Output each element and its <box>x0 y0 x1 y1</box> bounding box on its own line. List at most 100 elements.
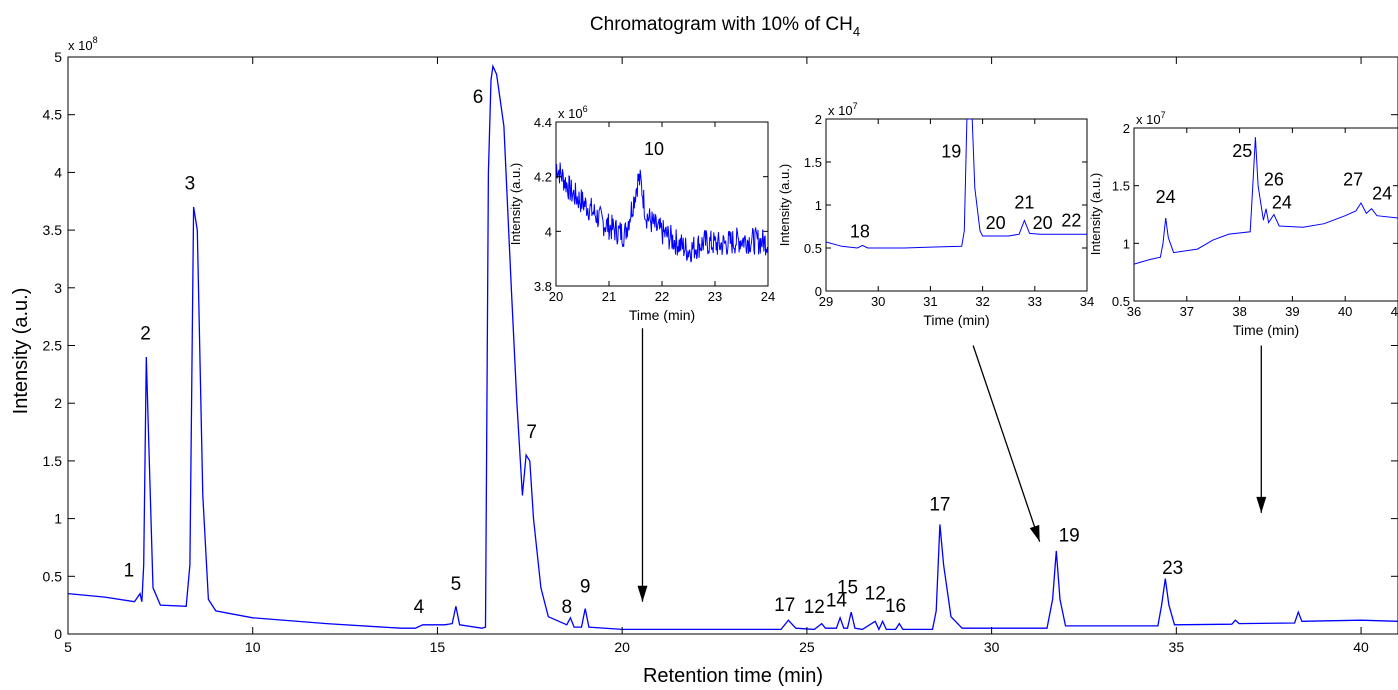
inset-x-tick-label: 41 <box>1391 304 1398 319</box>
peak-label: 14 <box>826 590 848 611</box>
inset-x-tick-label: 31 <box>923 294 937 309</box>
x-tick-label: 5 <box>64 639 72 655</box>
inset-y-tick-label: 1.5 <box>804 155 822 170</box>
y-tick-label: 4.5 <box>43 107 63 123</box>
inset-y-tick-label: 2 <box>815 112 822 127</box>
inset-x-tick-label: 30 <box>871 294 885 309</box>
arrow-line <box>972 345 1041 542</box>
inset-peak-label: 24 <box>1272 193 1292 213</box>
peak-label: 9 <box>580 576 591 597</box>
y-tick-label: 1 <box>54 511 62 527</box>
inset-y-tick-label: 1.5 <box>1112 179 1130 194</box>
x-axis-label: Retention time (min) <box>643 665 823 687</box>
peak-label: 19 <box>1059 526 1080 547</box>
inset-y-axis-label: Intensity (a.u.) <box>1088 173 1103 255</box>
inset-chart-3: 36 37 38 39 40 41 0.5 1 1.5 2 x 107 Time (min) Inten… <box>1088 110 1398 338</box>
inset-y-multiplier-base: x 10 <box>828 103 853 118</box>
peak-label: 12 <box>865 583 886 604</box>
inset-line <box>1134 137 1398 265</box>
inset-x-tick-label: 29 <box>819 294 833 309</box>
inset-y-tick-label: 4 <box>545 224 552 239</box>
inset-chart-1: 20 21 22 23 24 3.8 4 4.2 4.4 x 106 Time (min) Inten… <box>508 104 775 323</box>
inset-x-tick-label: 23 <box>708 289 722 304</box>
inset-y-tick-label: 2 <box>1123 121 1130 136</box>
peak-label: 17 <box>774 595 795 616</box>
inset-y-tick-label: 0 <box>815 284 822 299</box>
inset-x-tick-label: 34 <box>1080 294 1094 309</box>
y-tick-label: 4 <box>54 164 62 180</box>
peak-label: 1 <box>124 560 135 581</box>
inset-peak-label: 19 <box>941 142 961 162</box>
inset-frame <box>825 118 1088 292</box>
y-tick-label: 5 <box>54 49 62 65</box>
inset-x-tick-label: 32 <box>975 294 989 309</box>
inset-peak-label: 20 <box>1033 213 1053 233</box>
x-tick-label: 25 <box>799 639 815 655</box>
y-tick-label: 0 <box>54 626 62 642</box>
inset-peak-label: 25 <box>1232 141 1252 161</box>
inset-chart-2: 29 30 31 32 33 34 0 0.5 1 1.5 2 x 107 Time (min) Inte… <box>777 101 1094 328</box>
main-plot: 5 10 15 20 25 30 35 4000.511.522.533.544.551234… <box>43 49 1398 655</box>
inset-y-multiplier-exponent: 7 <box>1161 110 1166 120</box>
inset-y-axis-label: Intensity (a.u.) <box>777 164 792 246</box>
peak-label: 12 <box>804 597 825 618</box>
peak-label: 16 <box>885 596 906 617</box>
y-tick-label: 2.5 <box>43 338 63 354</box>
inset-y-tick-label: 4.2 <box>534 170 552 185</box>
inset-x-axis-label: Time (min) <box>1233 322 1299 338</box>
inset-y-tick-label: 1 <box>815 198 822 213</box>
peak-label: 7 <box>526 422 537 443</box>
peak-label: 2 <box>140 324 151 345</box>
peak-label: 8 <box>561 597 572 618</box>
inset-peak-label: 27 <box>1343 170 1363 190</box>
y-tick-label: 1.5 <box>43 453 63 469</box>
inset-peak-label: 21 <box>1014 192 1034 212</box>
inset-peak-label: 22 <box>1061 211 1081 231</box>
peak-label: 3 <box>185 174 196 195</box>
inset-y-multiplier-base: x 10 <box>558 106 583 121</box>
y-axis-multiplier: x 108 <box>68 35 98 53</box>
inset-y-multiplier-exponent: 6 <box>583 104 588 114</box>
inset-x-tick-label: 39 <box>1285 304 1299 319</box>
peak-label: 15 <box>837 578 858 599</box>
inset-y-tick-label: 0.5 <box>804 241 822 256</box>
x-tick-label: 35 <box>1169 639 1185 655</box>
chart-title-subscript: 4 <box>853 24 860 39</box>
inset-peak-label: 20 <box>986 213 1006 233</box>
arrow-head <box>1256 496 1267 513</box>
inset-x-tick-label: 22 <box>655 289 669 304</box>
peak-label: 4 <box>414 597 425 618</box>
y-tick-label: 3 <box>54 280 62 296</box>
inset-y-multiplier: x 106 <box>558 104 588 121</box>
inset-x-axis-label: Time (min) <box>923 312 989 328</box>
inset-x-tick-label: 36 <box>1127 304 1141 319</box>
peak-label: 17 <box>929 495 950 516</box>
peak-label: 6 <box>473 87 484 108</box>
inset-peak-label: 24 <box>1372 184 1392 204</box>
x-tick-label: 10 <box>245 639 261 655</box>
inset-x-tick-label: 40 <box>1338 304 1352 319</box>
inset-y-axis-label: Intensity (a.u.) <box>508 163 523 245</box>
y-tick-label: 0.5 <box>43 568 63 584</box>
chart-title: Chromatogram with 10% of CH4 <box>590 14 860 39</box>
peak-label: 5 <box>451 574 462 595</box>
inset-y-tick-label: 1 <box>1123 236 1130 251</box>
x-tick-label: 20 <box>614 639 630 655</box>
peak-label: 23 <box>1162 558 1183 579</box>
inset-x-tick-label: 21 <box>602 289 616 304</box>
inset-y-tick-label: 3.8 <box>534 279 552 294</box>
inset-x-tick-label: 20 <box>549 289 563 304</box>
arrow-head <box>1029 524 1040 542</box>
inset-y-tick-label: 4.4 <box>534 115 552 130</box>
inset-y-tick-label: 0.5 <box>1112 294 1130 309</box>
inset-y-multiplier: x 107 <box>1136 110 1166 127</box>
inset-x-tick-label: 24 <box>761 289 775 304</box>
y-axis-multiplier-exponent: 8 <box>93 35 98 45</box>
inset-x-tick-label: 37 <box>1180 304 1194 319</box>
inset-peak-label: 24 <box>1156 187 1176 207</box>
inset-x-tick-label: 33 <box>1028 294 1042 309</box>
x-tick-label: 40 <box>1353 639 1369 655</box>
y-tick-label: 2 <box>54 395 62 411</box>
inset-y-multiplier: x 107 <box>828 101 858 118</box>
